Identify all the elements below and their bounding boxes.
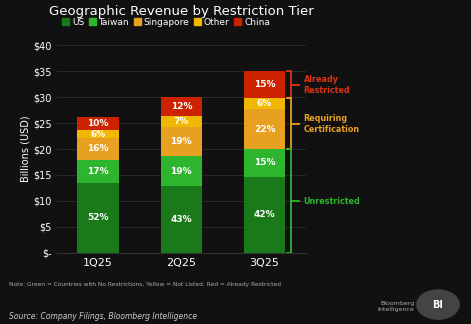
Bar bbox=[161, 97, 202, 116]
Bar bbox=[77, 117, 119, 130]
Bar bbox=[77, 130, 119, 138]
Text: 19%: 19% bbox=[171, 137, 192, 146]
Bar bbox=[244, 98, 285, 110]
Text: Source: Company Filings, Bloomberg Intelligence: Source: Company Filings, Bloomberg Intel… bbox=[9, 312, 197, 321]
Bar bbox=[77, 183, 119, 253]
Text: 19%: 19% bbox=[171, 167, 192, 176]
Text: 12%: 12% bbox=[171, 102, 192, 111]
Bar bbox=[161, 116, 202, 127]
Text: 6%: 6% bbox=[257, 99, 272, 109]
Bar bbox=[244, 71, 285, 98]
Bar bbox=[244, 177, 285, 253]
Text: 43%: 43% bbox=[171, 215, 192, 224]
Text: 15%: 15% bbox=[254, 158, 275, 168]
Bar bbox=[77, 160, 119, 183]
Y-axis label: Billions (USD): Billions (USD) bbox=[20, 116, 30, 182]
Text: BI: BI bbox=[432, 300, 444, 309]
Legend: US, Taiwan, Singapore, Other, China: US, Taiwan, Singapore, Other, China bbox=[61, 17, 271, 28]
Bar bbox=[244, 110, 285, 149]
Text: Already
Restricted: Already Restricted bbox=[304, 75, 350, 95]
Circle shape bbox=[417, 290, 459, 319]
Text: 6%: 6% bbox=[90, 130, 106, 139]
Bar bbox=[161, 186, 202, 253]
Text: 22%: 22% bbox=[254, 125, 275, 134]
Bar bbox=[244, 149, 285, 177]
Bar bbox=[77, 138, 119, 160]
Bar bbox=[161, 156, 202, 186]
Text: 16%: 16% bbox=[88, 145, 109, 154]
Text: 10%: 10% bbox=[88, 119, 109, 128]
Title: Geographic Revenue by Restriction Tier: Geographic Revenue by Restriction Tier bbox=[49, 5, 314, 18]
Text: Note: Green = Countries with No Restrictions, Yellow = Not Listed, Red = Already: Note: Green = Countries with No Restrict… bbox=[9, 282, 281, 287]
Text: Bloomberg
Intelligence: Bloomberg Intelligence bbox=[378, 301, 414, 312]
Text: Unrestricted: Unrestricted bbox=[304, 197, 360, 205]
Text: Requiring
Certification: Requiring Certification bbox=[304, 114, 360, 133]
Bar bbox=[161, 127, 202, 156]
Text: 52%: 52% bbox=[88, 213, 109, 222]
Text: 15%: 15% bbox=[254, 80, 275, 89]
Text: 7%: 7% bbox=[174, 117, 189, 126]
Text: 17%: 17% bbox=[87, 167, 109, 176]
Text: 42%: 42% bbox=[254, 210, 276, 219]
